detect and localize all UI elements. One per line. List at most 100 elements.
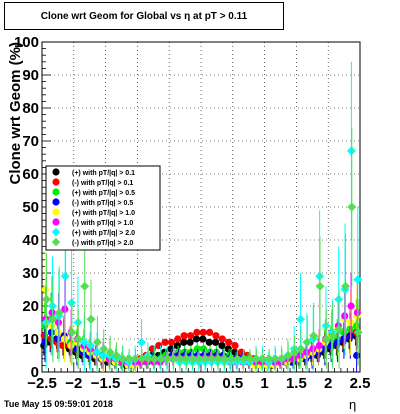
data-point <box>321 334 331 344</box>
y-tick-label: 20 <box>22 298 39 315</box>
y-tick-label: 50 <box>22 199 39 216</box>
data-point <box>137 354 147 364</box>
data-point <box>150 354 160 364</box>
data-point <box>218 335 226 343</box>
data-point <box>188 354 198 364</box>
legend-marker <box>51 237 61 247</box>
x-tick-label: −2 <box>65 375 82 392</box>
data-point <box>186 338 194 346</box>
data-point <box>239 354 249 364</box>
data-point <box>315 342 323 350</box>
data-point <box>167 338 176 346</box>
legend-marker <box>52 198 60 206</box>
data-point <box>302 337 312 347</box>
legend-box <box>45 165 161 251</box>
x-tick-label: 2.5 <box>350 375 371 392</box>
y-tick-label: 30 <box>22 265 39 282</box>
legend-label: (-) with pT/|q| > 2.0 <box>72 240 133 247</box>
data-point <box>353 327 363 337</box>
data-point <box>199 328 207 336</box>
data-point <box>54 308 64 318</box>
data-point <box>258 354 268 364</box>
data-point <box>186 332 195 340</box>
x-tick-label: −1.5 <box>91 375 121 392</box>
x-tick-label: 0 <box>197 375 205 392</box>
y-tick-label: 10 <box>22 331 39 348</box>
data-point <box>232 354 242 364</box>
data-point <box>353 351 361 360</box>
data-point <box>193 328 201 336</box>
data-point <box>270 354 280 364</box>
data-point <box>105 347 115 357</box>
data-point <box>173 342 182 350</box>
legend-label: (+) with pT/|q| > 0.1 <box>72 170 135 177</box>
data-point <box>226 354 236 364</box>
data-point <box>347 302 355 310</box>
data-point <box>225 338 233 346</box>
y-tick-label: 80 <box>22 100 39 117</box>
data-point <box>131 354 141 364</box>
data-point <box>211 338 220 346</box>
data-point <box>169 354 179 364</box>
data-point <box>283 351 293 360</box>
data-point <box>220 354 230 364</box>
data-point <box>205 328 214 336</box>
x-tick-label: 1.5 <box>286 375 307 392</box>
data-point <box>218 342 226 350</box>
legend-label: (+) with pT/|q| > 2.0 <box>72 230 135 237</box>
data-point <box>41 338 49 346</box>
data-point <box>334 324 344 334</box>
data-point <box>92 337 102 347</box>
x-tick-label: 0.5 <box>222 375 243 392</box>
data-point <box>111 351 121 360</box>
data-point <box>264 354 274 364</box>
data-point <box>181 354 191 364</box>
data-point <box>353 275 363 285</box>
data-point <box>137 337 147 347</box>
legend-marker <box>52 168 60 176</box>
timestamp: Tue May 15 09:59:01 2018 <box>4 399 113 409</box>
data-point <box>205 338 213 346</box>
data-point <box>192 335 201 343</box>
data-point <box>245 354 255 364</box>
data-point <box>99 344 109 354</box>
data-point <box>143 354 153 364</box>
data-point <box>224 345 232 353</box>
data-point <box>194 354 204 364</box>
data-point <box>199 335 207 343</box>
x-tick-label: 2 <box>324 375 332 392</box>
data-point <box>48 314 58 324</box>
data-point <box>180 332 188 340</box>
y-tick-label: 0 <box>31 364 39 381</box>
data-point <box>296 344 306 354</box>
data-point <box>161 338 169 346</box>
data-point <box>174 335 182 343</box>
data-point <box>180 338 188 346</box>
data-point <box>290 347 300 357</box>
legend-marker <box>52 208 60 216</box>
data-point <box>277 354 287 364</box>
x-tick-label: 1 <box>260 375 268 392</box>
data-point <box>315 281 325 291</box>
data-point <box>67 327 77 337</box>
data-point <box>80 281 90 291</box>
data-point <box>231 342 239 350</box>
x-axis-symbol: η <box>349 397 357 412</box>
x-tick-label: −2.5 <box>27 375 57 392</box>
y-axis-label: Clone wrt Geom (%) <box>7 42 24 185</box>
legend-label: (+) with pT/|q| > 0.5 <box>72 190 135 197</box>
legend: (+) with pT/|q| > 0.1 (-) with pT/|q| > 0… <box>45 165 161 251</box>
legend-marker <box>52 178 60 186</box>
legend-label: (-) with pT/|q| > 0.1 <box>72 180 133 187</box>
chart-title: Clone wrt Geom for Global vs η at pT > 0… <box>4 2 284 30</box>
series-7 <box>42 127 363 372</box>
data-point <box>73 334 83 344</box>
data-point <box>155 342 163 350</box>
legend-marker <box>52 188 60 196</box>
legend-label: (+) with pT/|q| > 1.0 <box>72 210 135 217</box>
y-tick-label: 60 <box>22 166 39 183</box>
legend-marker <box>52 218 60 226</box>
data-point <box>207 354 217 364</box>
data-point <box>347 202 357 212</box>
